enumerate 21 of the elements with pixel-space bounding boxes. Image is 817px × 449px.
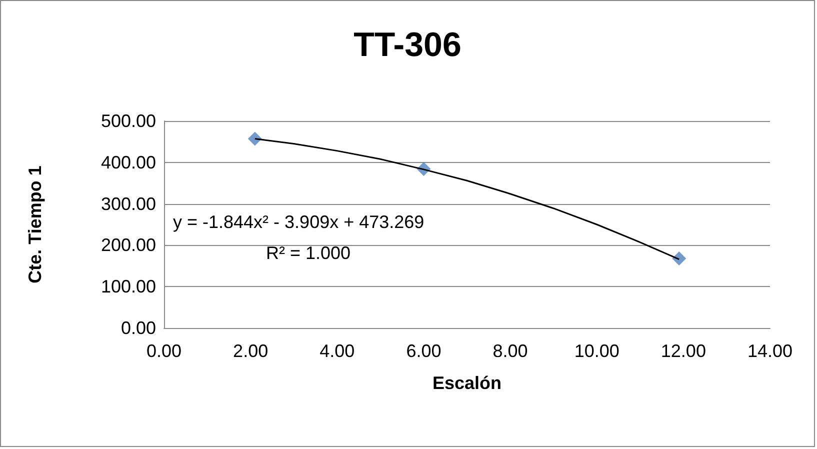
x-tick-label: 0.00 — [146, 341, 182, 361]
point — [672, 251, 686, 266]
x-tick-label: 2.00 — [233, 341, 268, 361]
chart-title: TT-306 — [354, 26, 462, 64]
y-tick-label: 500.00 — [100, 111, 156, 131]
y-tick-label: 100.00 — [100, 276, 156, 297]
y-tick-label: 400.00 — [100, 152, 156, 172]
x-tick-label: 12.00 — [660, 341, 706, 361]
annotation: R² = 1.000 — [266, 243, 351, 263]
x-axis-title: Escalón — [432, 373, 502, 393]
x-tick-label: 6.00 — [406, 341, 442, 361]
y-tick-label: 0.00 — [120, 318, 156, 338]
x-tick-label: 14.00 — [747, 341, 793, 361]
point — [248, 132, 262, 146]
y-tick-label: 200.00 — [100, 235, 156, 256]
x-tick-label: 10.00 — [574, 341, 620, 361]
y-axis-title: Cte. Tiempo 1 — [25, 166, 45, 284]
y-tick-label: 300.00 — [100, 194, 156, 214]
x-tick-label: 4.00 — [320, 341, 355, 361]
annotation: y = -1.844x² - 3.909x + 473.269 — [173, 212, 424, 232]
x-tick-label: 8.00 — [492, 341, 528, 361]
